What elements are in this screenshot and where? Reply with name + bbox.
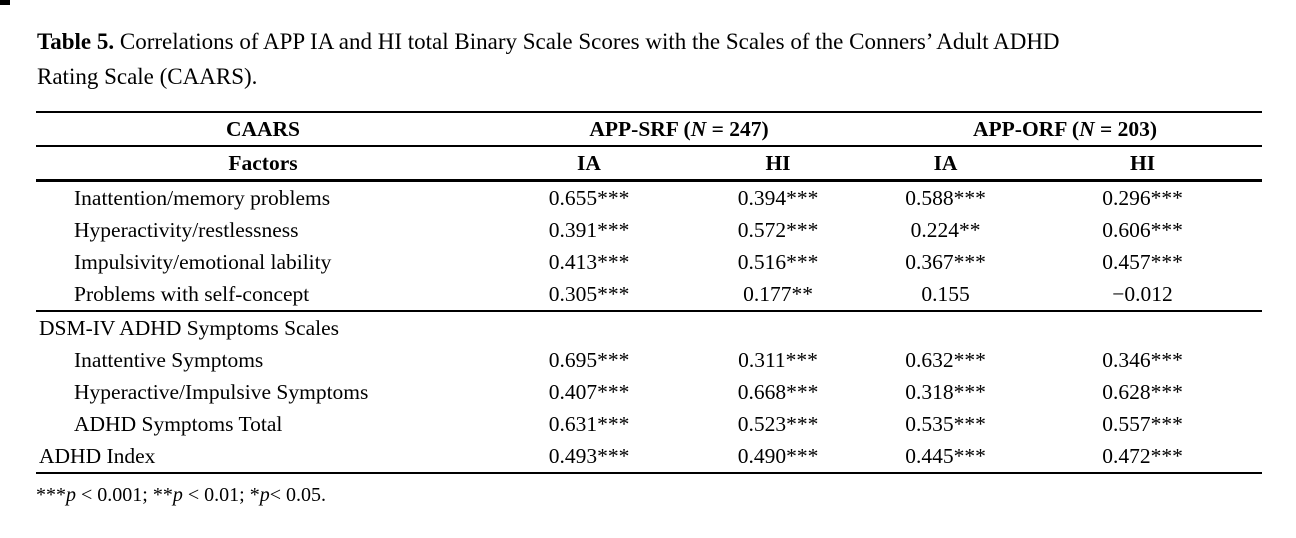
subheader-ia-srf: IA	[490, 146, 688, 182]
cell-value: 0.457***	[1102, 250, 1183, 274]
factors-header: Factors	[36, 146, 490, 182]
table-caption: Table 5. Correlations of APP IA and HI t…	[0, 0, 1296, 94]
cell-value: 0.588***	[905, 186, 986, 210]
cell-value: 0.177**	[688, 278, 869, 312]
cell-value: 0.155	[868, 278, 1024, 312]
cell-value: 0.445***	[905, 444, 986, 468]
n-symbol: N	[690, 117, 707, 141]
row-label: Impulsivity/emotional lability	[74, 250, 332, 274]
table-row: Inattentive Symptoms 0.695*** 0.311*** 0…	[36, 344, 1262, 376]
cell-value: −0.012	[1023, 278, 1263, 312]
cell-value: 0.655***	[548, 186, 630, 210]
cell-value: 0.516***	[737, 250, 819, 274]
cell-value: 0.631***	[548, 412, 630, 436]
cell-value: 0.407***	[548, 380, 630, 404]
cell-value: 0.606***	[1102, 218, 1183, 242]
caption-label: Table 5.	[37, 29, 115, 54]
p-symbol: p	[259, 484, 270, 506]
row-label: Problems with self-concept	[36, 278, 490, 312]
stars-2: **	[152, 484, 173, 506]
cell-value: 0.472***	[1102, 444, 1183, 468]
cell-value: 0.535***	[905, 412, 986, 436]
cell-value: 0.296***	[1102, 186, 1183, 210]
section-header: DSM-IV ADHD Symptoms Scales	[39, 316, 340, 340]
cell-value: 0.394***	[737, 186, 819, 210]
group-header-app-orf: APP-ORF (N = 203)	[868, 112, 1263, 147]
p-symbol: p	[172, 484, 183, 506]
stars-1: *	[249, 484, 260, 506]
stars-3: ***	[36, 484, 66, 506]
table-row: Hyperactive/Impulsive Symptoms 0.407*** …	[36, 376, 1262, 408]
table-row: Inattention/memory problems 0.655*** 0.3…	[36, 181, 1262, 215]
cell-value: 0.391***	[548, 218, 630, 242]
table-row: ADHD Symptoms Total 0.631*** 0.523*** 0.…	[36, 408, 1262, 440]
table-footnote: ***p < 0.001; **p < 0.01; *p< 0.05.	[36, 484, 326, 506]
row-label: ADHD Index	[39, 444, 156, 468]
cell-value: 0.632***	[905, 348, 986, 372]
corner-mark	[0, 0, 10, 5]
caption-line1: Correlations of APP IA and HI total Bina…	[114, 29, 1060, 54]
cell-value: 0.628***	[1102, 380, 1183, 404]
table-row: ADHD Index 0.493*** 0.490*** 0.445*** 0.…	[36, 440, 1262, 473]
table-row: Hyperactivity/restlessness 0.391*** 0.57…	[36, 214, 1262, 246]
group-header-app-srf: APP-SRF (N = 247)	[490, 112, 869, 147]
subheader-hi-srf: HI	[688, 146, 869, 182]
group-header-row: CAARS APP-SRF (N = 247) APP-ORF (N = 203…	[36, 112, 1263, 147]
row-label: Inattention/memory problems	[74, 186, 331, 210]
table-row: Problems with self-concept 0.305*** 0.17…	[36, 278, 1263, 312]
cell-value: 0.367***	[905, 250, 986, 274]
row-label: Inattentive Symptoms	[74, 348, 264, 372]
cell-value: 0.305***	[490, 278, 688, 312]
correlations-table: CAARS APP-SRF (N = 247) APP-ORF (N = 203…	[36, 111, 1263, 474]
cell-value: 0.523***	[737, 412, 819, 436]
cell-value: 0.413***	[548, 250, 630, 274]
caption-line2: Rating Scale (CAARS).	[37, 64, 258, 89]
subheader-ia-orf: IA	[868, 146, 1024, 182]
subheader-row: Factors IA HI IA HI	[36, 146, 1263, 182]
n-symbol: N	[1079, 117, 1095, 141]
cell-value: 0.668***	[737, 380, 819, 404]
cell-value: 0.572***	[737, 218, 819, 242]
row-label: Hyperactive/Impulsive Symptoms	[74, 380, 369, 404]
p-symbol: p	[66, 484, 76, 506]
row-label: ADHD Symptoms Total	[74, 412, 283, 436]
caars-header: CAARS	[36, 112, 490, 147]
row-label: Hyperactivity/restlessness	[74, 218, 299, 242]
cell-value: 0.493***	[548, 444, 630, 468]
table-row: Impulsivity/emotional lability 0.413*** …	[36, 246, 1262, 278]
cell-value: 0.695***	[548, 348, 630, 372]
section-header-row: DSM-IV ADHD Symptoms Scales	[36, 311, 1262, 344]
cell-value: 0.346***	[1102, 348, 1183, 372]
cell-value: 0.318***	[905, 380, 986, 404]
cell-value: 0.224**	[910, 218, 981, 242]
cell-value: 0.557***	[1102, 412, 1183, 436]
subheader-hi-orf: HI	[1023, 146, 1263, 182]
cell-value: 0.311***	[738, 348, 818, 372]
cell-value: 0.490***	[737, 444, 819, 468]
